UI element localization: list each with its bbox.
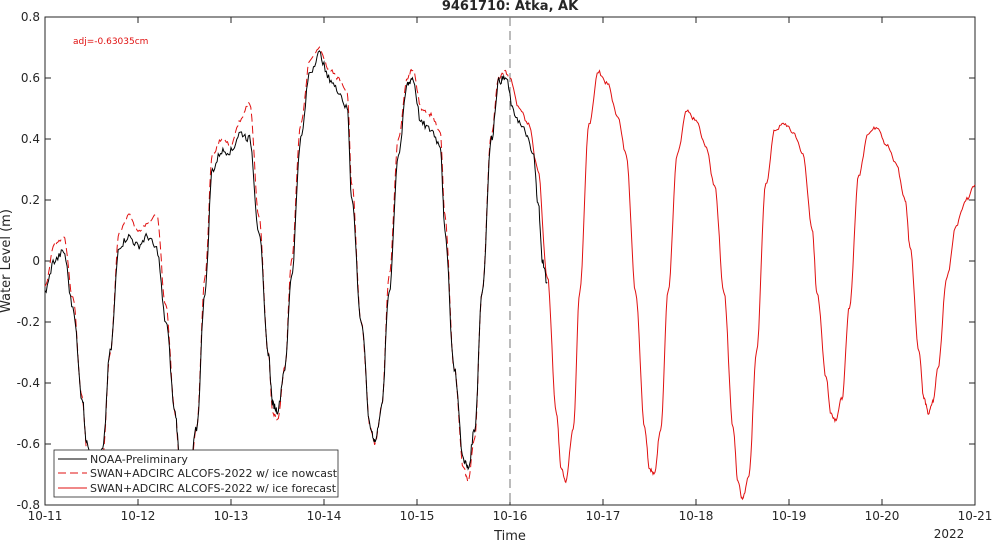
y-tick-label: -0.8: [17, 498, 40, 512]
chart-title: 9461710: Atka, AK: [442, 0, 579, 14]
y-tick-label: -0.6: [17, 437, 40, 451]
x-tick-label: 10-20: [865, 509, 900, 523]
x-year-label: 2022: [934, 527, 965, 541]
x-tick-label: 10-13: [214, 509, 249, 523]
x-tick-label: 10-16: [493, 509, 528, 523]
y-tick-label: -0.4: [17, 376, 40, 390]
legend: NOAA-Preliminary SWAN+ADCIRC ALCOFS-2022…: [53, 449, 339, 498]
x-axis-label: Time: [493, 529, 526, 541]
y-axis-label: Water Level (m): [0, 209, 14, 313]
x-tick-label: 10-11: [28, 509, 63, 523]
legend-label-noaa: NOAA-Preliminary: [90, 453, 188, 466]
legend-label-forecast: SWAN+ADCIRC ALCOFS-2022 w/ ice forecast: [90, 482, 337, 495]
x-tick-label: 10-17: [586, 509, 621, 523]
series-line-2: [509, 69, 976, 501]
x-tick-label: 10-12: [121, 509, 156, 523]
adjustment-annotation: adj=-0.63035cm: [73, 37, 148, 47]
x-tick-label: 10-18: [679, 509, 714, 523]
x-axis-ticks: 10-11 10-12 10-13 10-14 10-15 10-16 10-17 10-18…: [28, 17, 992, 523]
x-tick-label: 10-21: [958, 509, 992, 523]
x-tick-label: 10-15: [400, 509, 435, 523]
legend-label-nowcast: SWAN+ADCIRC ALCOFS-2022 w/ ice nowcast: [90, 467, 338, 480]
y-tick-label: 0.6: [21, 71, 40, 85]
y-tick-label: 0.2: [21, 193, 40, 207]
y-tick-label: -0.2: [17, 315, 40, 329]
x-tick-label: 10-14: [307, 509, 342, 523]
y-tick-label: 0: [32, 254, 40, 268]
y-tick-label: 0.4: [21, 132, 40, 146]
x-tick-label: 10-19: [772, 509, 807, 523]
legend-box: [53, 449, 339, 498]
series-lines: [44, 46, 976, 501]
series-line-0: [44, 50, 548, 475]
y-tick-label: 0.8: [21, 10, 40, 24]
